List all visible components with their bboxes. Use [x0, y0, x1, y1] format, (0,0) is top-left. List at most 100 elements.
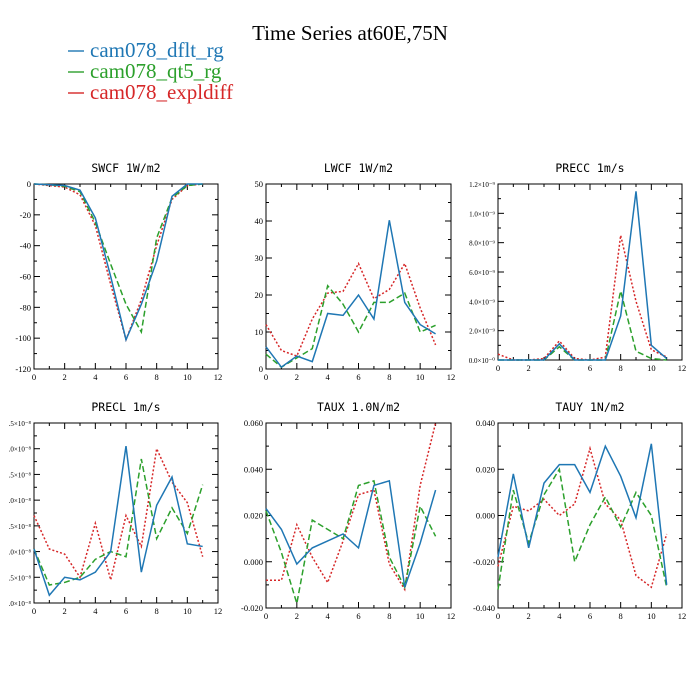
- y-tick-label-3-5: .5×10⁻⁸: [9, 471, 32, 479]
- legend: cam078_dflt_rgcam078_qt5_rgcam078_expldi…: [68, 38, 233, 104]
- y-tick-label-2-5: 1.0×10⁻⁹: [469, 210, 495, 218]
- x-tick-label-4-5: 10: [416, 611, 425, 621]
- y-tick-label-0-3: -60: [20, 272, 31, 282]
- series-line-cam078_expldiff-3: [33, 446, 204, 581]
- y-tick-label-0-4: -80: [20, 302, 31, 312]
- x-tick-label-1-5: 10: [416, 372, 425, 382]
- panel-1: LWCF 1W/m2 0 2 4 6 8 10 12 0 10 20 30 40 50: [255, 161, 456, 382]
- y-tick-label-2-2: 4.0×10⁻⁹: [469, 298, 495, 306]
- x-tick-label-2-1: 2: [527, 363, 531, 373]
- y-tick-label-4-3: 0.040: [244, 464, 263, 474]
- x-tick-label-0-5: 10: [183, 372, 192, 382]
- panel-4: TAUX 1.0N/m2 0 2 4 6 8 10 12 -0.020 0.000 0.020 0.0…: [241, 400, 455, 621]
- x-tick-label-2-3: 6: [588, 363, 592, 373]
- x-tick-label-4-6: 12: [447, 611, 456, 621]
- series-line-cam078_expldiff-0: [33, 183, 203, 343]
- series-line-cam078_dflt_rg-5: [497, 443, 668, 585]
- series-line-cam078_qt5_rg-2: [498, 290, 667, 361]
- y-tick-label-3-4: .0×10⁻⁸: [9, 497, 32, 505]
- y-tick-label-5-2: 0.000: [476, 511, 495, 521]
- y-tick-label-4-2: 0.020: [244, 511, 263, 521]
- series-line-cam078_dflt_rg-1: [265, 220, 436, 369]
- y-tick-label-0-2: -40: [20, 241, 31, 251]
- x-tick-label-2-0: 0: [496, 363, 500, 373]
- series-line-cam078_qt5_rg-5: [497, 467, 668, 590]
- y-tick-label-3-1: .5×10⁻⁸: [9, 574, 32, 582]
- y-tick-label-0-0: 0: [27, 179, 31, 189]
- y-tick-label-1-1: 10: [255, 327, 264, 337]
- x-tick-label-5-2: 4: [557, 611, 562, 621]
- x-tick-label-4-4: 8: [387, 611, 391, 621]
- y-tick-label-1-3: 30: [255, 253, 264, 263]
- x-tick-label-0-1: 2: [63, 372, 67, 382]
- x-tick-label-3-0: 0: [32, 606, 36, 616]
- x-tick-label-0-3: 6: [124, 372, 128, 382]
- series-line-cam078_qt5_rg-3: [33, 458, 204, 586]
- y-tick-label-0-6: -120: [15, 364, 31, 374]
- x-tick-label-0-4: 8: [155, 372, 159, 382]
- y-tick-label-5-1: -0.020: [473, 557, 495, 567]
- figure-title: Time Series at60E,75N: [252, 21, 448, 45]
- x-tick-label-0-2: 4: [93, 372, 98, 382]
- y-tick-label-4-0: -0.020: [241, 603, 263, 613]
- x-tick-label-1-1: 2: [295, 372, 299, 382]
- panel-3: PRECL 1m/s 0 2 4 6 8 10 12 .0×10⁻⁸ .5×10⁻⁸ .0×10⁻⁸…: [9, 400, 223, 616]
- y-tick-label-4-1: 0.000: [244, 557, 263, 567]
- x-tick-label-3-4: 8: [155, 606, 159, 616]
- x-tick-label-1-4: 8: [387, 372, 391, 382]
- y-tick-label-3-6: .0×10⁻⁸: [9, 446, 32, 454]
- series-line-cam078_dflt_rg-0: [33, 183, 203, 343]
- x-tick-label-5-5: 10: [647, 611, 656, 621]
- y-tick-label-0-1: -20: [20, 210, 31, 220]
- series-line-cam078_qt5_rg-1: [265, 284, 436, 369]
- series-line-cam078_dflt_rg-3: [33, 446, 203, 597]
- x-tick-label-2-6: 12: [678, 363, 687, 373]
- y-tick-label-1-2: 20: [255, 290, 264, 300]
- x-tick-label-4-1: 2: [295, 611, 299, 621]
- x-tick-label-2-4: 8: [619, 363, 623, 373]
- x-tick-label-1-6: 12: [447, 372, 456, 382]
- y-tick-label-2-4: 8.0×10⁻⁹: [469, 240, 495, 248]
- y-tick-label-0-5: -100: [15, 333, 31, 343]
- y-tick-label-3-2: .0×10⁻⁸: [9, 549, 32, 557]
- y-tick-label-1-5: 50: [255, 179, 264, 189]
- x-tick-label-3-3: 6: [124, 606, 128, 616]
- panel-title-4: TAUX 1.0N/m2: [317, 400, 400, 414]
- y-tick-label-1-4: 40: [255, 216, 264, 226]
- y-tick-label-5-0: -0.040: [473, 603, 495, 613]
- x-tick-label-5-3: 6: [588, 611, 592, 621]
- panel-title-0: SWCF 1W/m2: [91, 161, 160, 175]
- series-line-cam078_expldiff-4: [266, 422, 437, 592]
- x-tick-label-5-4: 8: [619, 611, 623, 621]
- plot-frame-2: [497, 183, 683, 361]
- series-line-cam078_expldiff-2: [497, 235, 667, 361]
- x-tick-label-1-2: 4: [326, 372, 331, 382]
- y-tick-label-2-0: 0.0×10⁻⁰: [469, 357, 495, 365]
- y-tick-label-5-4: 0.040: [476, 418, 495, 428]
- series-line-cam078_expldiff-1: [265, 261, 437, 357]
- panel-5: TAUY 1N/m2 0 2 4 6 8 10 12 -0.040 -0.020 0.000 0.02…: [473, 400, 686, 621]
- y-tick-label-2-1: 2.0×10⁻⁹: [469, 328, 495, 336]
- y-tick-label-3-0: .0×10⁻⁸: [9, 600, 32, 608]
- plot-frame-4: [265, 422, 452, 609]
- x-tick-label-0-0: 0: [32, 372, 36, 382]
- y-tick-label-1-0: 0: [259, 364, 263, 374]
- x-tick-label-2-5: 10: [647, 363, 656, 373]
- plot-frame-1: [265, 183, 452, 370]
- x-tick-label-5-1: 2: [527, 611, 531, 621]
- y-tick-label-2-3: 6.0×10⁻⁹: [469, 269, 495, 277]
- x-tick-label-5-6: 12: [678, 611, 687, 621]
- legend-label-1: cam078_qt5_rg: [90, 59, 222, 83]
- x-tick-label-0-6: 12: [214, 372, 223, 382]
- panel-title-5: TAUY 1N/m2: [555, 400, 624, 414]
- series-line-cam078_dflt_rg-2: [498, 191, 668, 361]
- x-tick-label-4-0: 0: [264, 611, 268, 621]
- panel-2: PRECC 1m/s 0 2 4 6 8 10 12 0.0×10⁻⁰ 2.0×10⁻⁹ 4.0×1…: [469, 161, 686, 373]
- x-tick-label-3-2: 4: [93, 606, 98, 616]
- x-tick-label-4-2: 4: [326, 611, 331, 621]
- panel-title-3: PRECL 1m/s: [91, 400, 160, 414]
- y-tick-label-5-3: 0.020: [476, 464, 495, 474]
- y-tick-label-2-6: 1.2×10⁻⁹: [469, 181, 495, 189]
- x-tick-label-2-2: 4: [557, 363, 562, 373]
